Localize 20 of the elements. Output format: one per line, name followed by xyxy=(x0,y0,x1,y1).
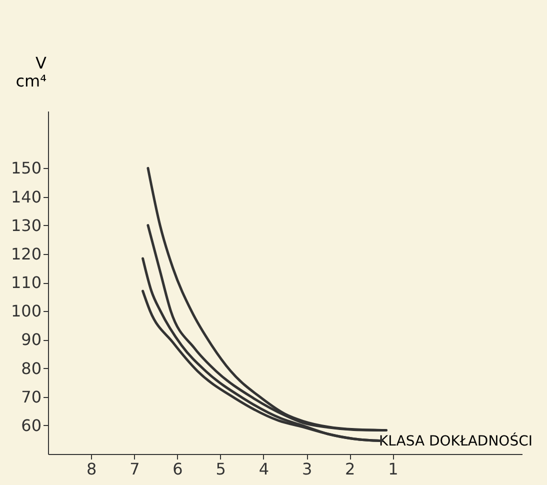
x-tick-label: 7 xyxy=(130,460,140,478)
y-tick-label: 150 xyxy=(10,158,42,178)
x-tick-label: 6 xyxy=(172,460,183,478)
x-tick-label: 1 xyxy=(388,460,398,478)
y-tick-label: 70 xyxy=(21,387,42,406)
x-tick-label: 4 xyxy=(258,460,270,478)
y-tick-label: 60 xyxy=(21,416,42,435)
y-axis-title: V cm⁴ xyxy=(16,54,47,90)
x-tick-label: 8 xyxy=(86,460,97,478)
x-axis-title: KLASA DOKŁADNOŚCI xyxy=(378,432,532,450)
x-tick-label: 2 xyxy=(345,460,356,478)
y-tick-label: 120 xyxy=(10,244,42,264)
y-tick-label: 140 xyxy=(10,187,42,206)
y-tick-label: 110 xyxy=(10,273,42,292)
x-tick-label: 5 xyxy=(216,460,226,478)
y-tick-label: 130 xyxy=(10,216,42,235)
y-tick-label: 90 xyxy=(21,330,42,350)
x-tick-label: 3 xyxy=(302,460,312,478)
y-tick-label: 100 xyxy=(10,302,42,321)
y-tick-label: 80 xyxy=(21,358,42,378)
